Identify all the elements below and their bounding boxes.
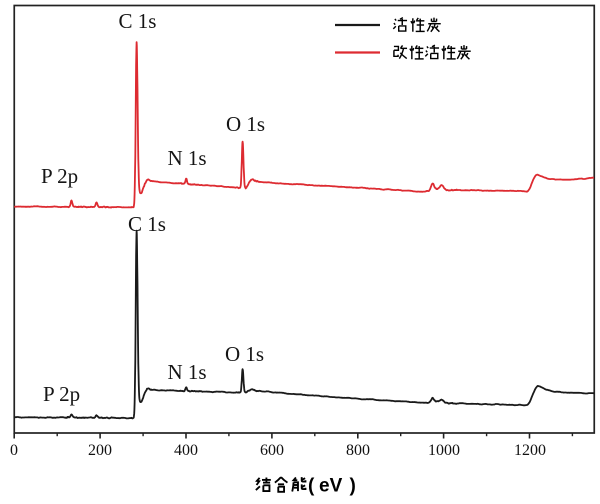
svg-text:(: (	[308, 476, 315, 497]
svg-text:eV: eV	[319, 476, 343, 497]
svg-text:): )	[350, 476, 356, 497]
